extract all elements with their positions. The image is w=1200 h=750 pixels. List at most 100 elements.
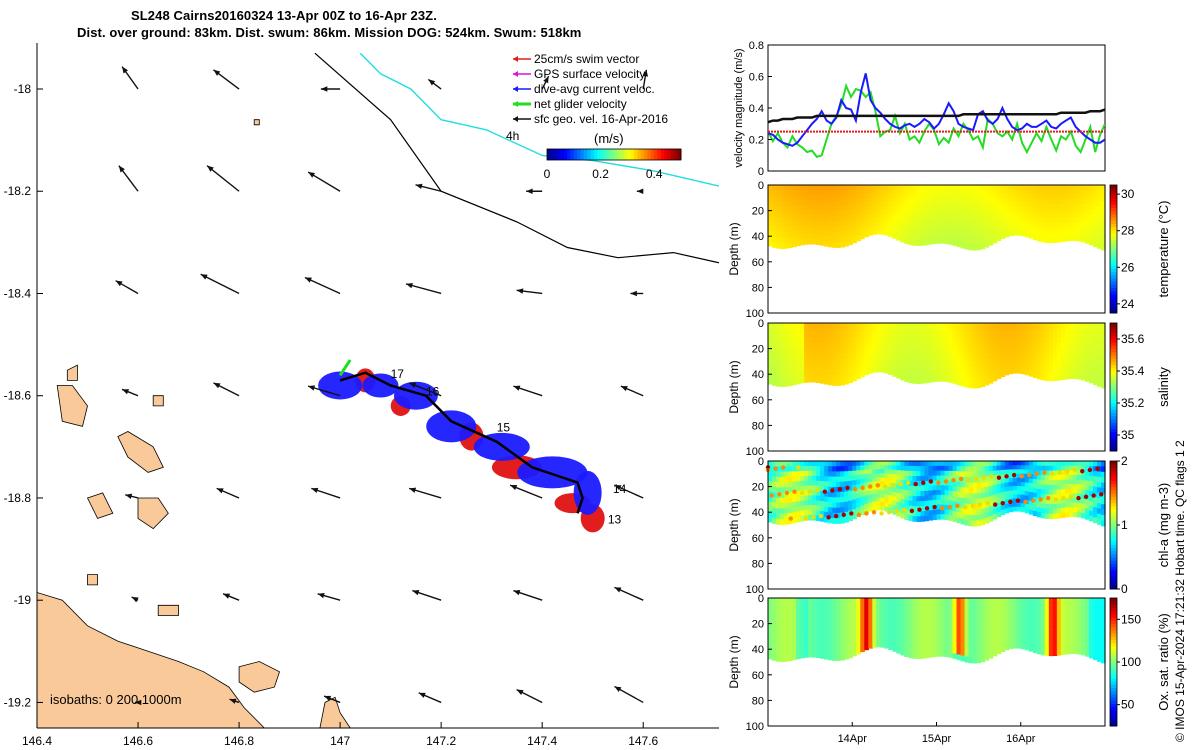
temperature-cell bbox=[1016, 218, 1022, 224]
oxygen-cell bbox=[840, 639, 845, 646]
chl-cell bbox=[1024, 491, 1030, 497]
map-y-tick-label: -18.6 bbox=[4, 389, 32, 403]
oxygen-cell bbox=[796, 608, 801, 614]
temperature-cell bbox=[784, 232, 789, 239]
salinity-cell bbox=[1032, 372, 1038, 379]
temperature-cell bbox=[1088, 214, 1094, 221]
temperature-cell bbox=[824, 185, 829, 191]
oxygen-cell bbox=[1048, 650, 1054, 657]
oxygen-cell bbox=[960, 603, 966, 610]
temperature-cell bbox=[1088, 194, 1094, 201]
temperature-cell bbox=[904, 204, 910, 210]
salinity-cell bbox=[968, 333, 974, 340]
salinity-cell bbox=[920, 348, 926, 354]
oxygen-colorbar-tick-label: 150 bbox=[1121, 612, 1141, 626]
salinity-colorbar-cell bbox=[1110, 438, 1117, 442]
salinity-cell bbox=[892, 371, 897, 377]
oxygen-cell bbox=[860, 602, 865, 608]
oxygen-cell bbox=[924, 622, 930, 629]
chl-cell bbox=[872, 481, 877, 487]
temperature-colorbar-cell bbox=[1110, 255, 1117, 260]
oxygen-cell bbox=[1036, 625, 1042, 632]
salinity-cell bbox=[780, 381, 785, 387]
salinity-cell bbox=[1052, 323, 1058, 329]
temperature-cell bbox=[928, 185, 934, 191]
geo-velocity-arrow bbox=[412, 589, 442, 601]
temperature-cell bbox=[912, 195, 918, 201]
salinity-cell bbox=[888, 361, 893, 367]
temperature-cell bbox=[940, 233, 946, 239]
chl-cell bbox=[884, 502, 889, 508]
temperature-cell bbox=[1016, 210, 1022, 215]
chl-cell bbox=[808, 514, 813, 521]
velocity-y-tick-label: 0.8 bbox=[749, 40, 764, 52]
chl-cell bbox=[844, 511, 849, 518]
chl-cell bbox=[1028, 505, 1034, 511]
chl-cell bbox=[856, 479, 861, 485]
salinity-cell bbox=[904, 337, 910, 344]
temperature-cell bbox=[940, 189, 946, 196]
temperature-cell bbox=[1052, 218, 1058, 224]
oxygen-cell bbox=[916, 648, 922, 654]
temperature-cell bbox=[884, 226, 889, 232]
oxygen-cell bbox=[1012, 631, 1018, 637]
temperature-cell bbox=[1000, 185, 1006, 191]
oxygen-cell bbox=[1040, 621, 1046, 627]
temperature-cell bbox=[836, 190, 841, 196]
oxygen-colorbar-cell bbox=[1110, 716, 1117, 721]
oxygen-cell bbox=[1080, 631, 1086, 637]
salinity-cell bbox=[872, 363, 877, 369]
salinity-cell bbox=[956, 364, 962, 370]
chl-cell bbox=[1072, 493, 1078, 499]
chl-cell bbox=[808, 495, 813, 501]
salinity-cell bbox=[984, 354, 990, 360]
chl-cell bbox=[876, 461, 881, 466]
chl-cell bbox=[844, 471, 849, 477]
oxygen-cell bbox=[784, 655, 789, 662]
salinity-cell bbox=[1056, 327, 1062, 334]
salinity-cell bbox=[1084, 342, 1090, 348]
oxygen-cell bbox=[1076, 616, 1082, 622]
temperature-cell bbox=[1060, 208, 1066, 214]
oxygen-cell bbox=[868, 614, 873, 620]
salinity-cell bbox=[1036, 360, 1042, 366]
chl-cell bbox=[1048, 513, 1054, 520]
temperature-cell bbox=[932, 189, 938, 196]
chl-cell bbox=[1052, 475, 1058, 481]
temperature-cell bbox=[1008, 197, 1014, 203]
salinity-cell bbox=[780, 344, 785, 350]
chl-cell bbox=[1016, 461, 1022, 466]
temperature-cell bbox=[836, 205, 841, 212]
oxygen-cell bbox=[964, 598, 970, 604]
salinity-cell bbox=[924, 323, 930, 329]
salinity-cell bbox=[824, 368, 829, 375]
chl-cell bbox=[772, 471, 777, 478]
salinity-cell bbox=[920, 323, 926, 329]
chl-cell bbox=[948, 461, 954, 467]
chl-cell bbox=[1040, 479, 1046, 486]
oxygen-cell bbox=[840, 598, 845, 604]
temperature-cell bbox=[804, 185, 809, 191]
oxygen-colorbar-cell bbox=[1110, 658, 1117, 663]
temperature-cell bbox=[1092, 215, 1098, 222]
salinity-cell bbox=[972, 366, 978, 373]
chl-colorbar-cell bbox=[1110, 566, 1117, 571]
salinity-cell bbox=[776, 349, 781, 356]
chl-sample-dot bbox=[807, 489, 812, 494]
chl-cell bbox=[840, 497, 845, 503]
temperature-cell bbox=[876, 217, 881, 223]
temperature-cell bbox=[1044, 232, 1050, 239]
salinity-cell bbox=[768, 373, 773, 380]
oxygen-cell bbox=[828, 603, 833, 609]
chl-cell bbox=[916, 516, 922, 522]
chl-cell bbox=[828, 512, 833, 519]
oxygen-cell bbox=[804, 617, 809, 624]
temperature-cell bbox=[924, 224, 930, 231]
temperature-colorbar-tick-label: 30 bbox=[1121, 187, 1135, 201]
salinity-cell bbox=[1008, 335, 1014, 341]
chl-cell bbox=[1092, 512, 1098, 519]
oxygen-cell bbox=[1044, 650, 1050, 656]
temperature-cell bbox=[912, 210, 918, 216]
salinity-cell bbox=[788, 323, 793, 329]
